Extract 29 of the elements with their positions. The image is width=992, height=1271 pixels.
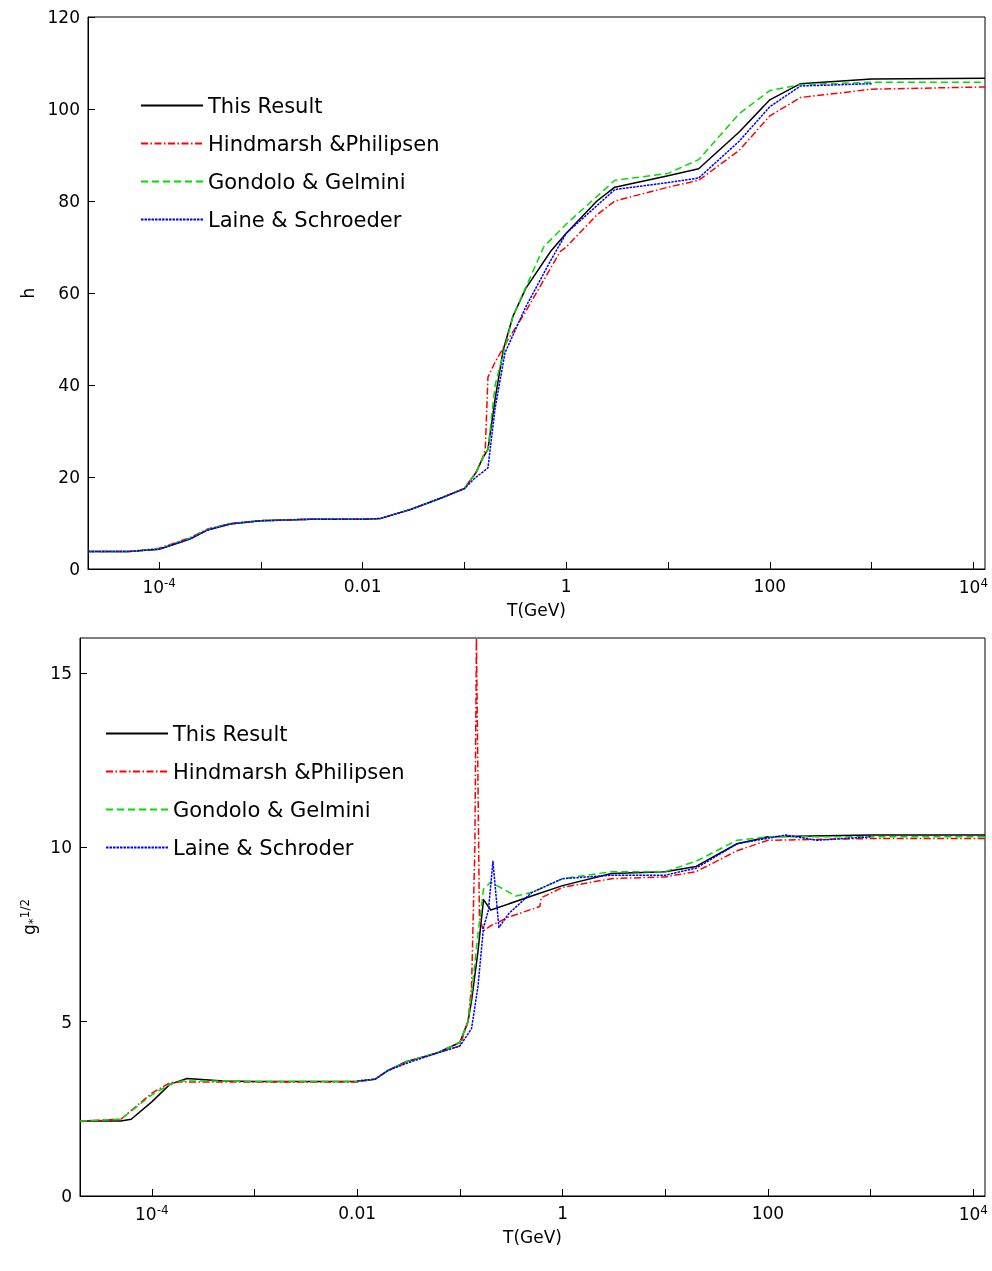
y-tick-label: 5 [61,1011,72,1032]
y-tick-label: 120 [47,7,80,27]
x-tick-label: 1 [560,575,572,596]
legend-label: Laine & Schroder [173,835,354,860]
x-axis-title: T(GeV) [506,599,566,620]
x-tick-label: 0.01 [343,575,382,596]
y-tick-label: 80 [58,191,80,211]
y-tick-label: 0 [61,1186,72,1206]
legend-label: This Result [172,721,288,746]
y-tick-label: 100 [47,99,80,119]
legend-label: Gondolo & Gelmini [208,169,406,194]
x-tick-label: 0.01 [338,1202,377,1223]
legend-label: Hindmarsh &Philipsen [208,131,440,156]
y-tick-label: 20 [58,467,80,487]
y-tick-label: 15 [50,662,72,683]
x-tick-label: 1 [557,1202,568,1223]
y-axis-title: h [18,287,39,299]
y-tick-label: 10 [50,837,72,858]
legend-label: Laine & Schroeder [208,207,402,232]
legend-label: Gondolo & Gelmini [173,797,371,822]
y-tick-label: 40 [58,375,80,395]
legend-label: Hindmarsh &Philipsen [173,759,405,784]
y-tick-label: 0 [69,559,80,579]
legend-label: This Result [207,93,323,118]
x-axis-title: T(GeV) [502,1226,562,1247]
x-tick-label: 100 [753,575,787,596]
y-tick-label: 60 [58,283,80,303]
x-tick-label: 100 [751,1202,785,1223]
y-axis-title: g*1/2 [17,899,41,935]
